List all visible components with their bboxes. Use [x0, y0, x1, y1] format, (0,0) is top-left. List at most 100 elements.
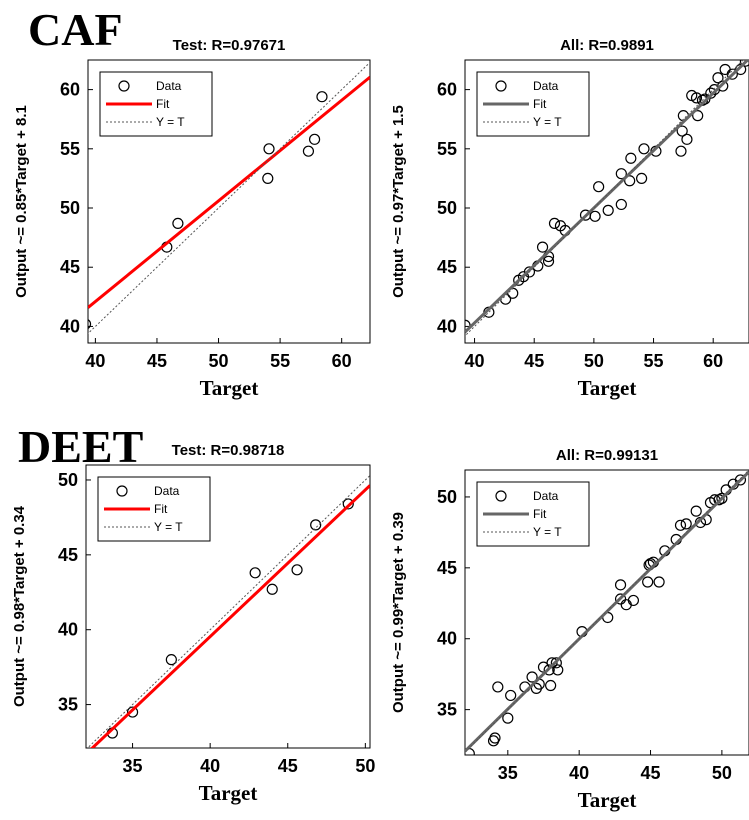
data-point — [543, 664, 555, 676]
data-point — [172, 217, 184, 230]
legend-label: Fit — [156, 97, 170, 111]
x-tick-label: 55 — [270, 351, 290, 371]
y-axis-label: Output ~= 0.85*Target + 8.1 — [13, 105, 30, 298]
y-tick-label: 50 — [60, 198, 80, 218]
data-point — [690, 505, 702, 517]
fit-line — [465, 470, 749, 753]
data-point — [542, 255, 555, 267]
y-axis-label: Output ~= 0.97*Target + 1.5 — [390, 105, 407, 298]
data-point — [342, 498, 354, 510]
y-tick-label: 50 — [58, 470, 78, 490]
data-point — [674, 519, 687, 531]
fit-line — [90, 484, 370, 748]
data-point — [310, 519, 322, 531]
x-axis-label: Target — [578, 788, 637, 812]
identity-line — [88, 61, 370, 335]
plot-content — [86, 474, 370, 748]
data-point — [614, 593, 627, 605]
data-point — [165, 654, 177, 666]
y-tick-label: 60 — [60, 80, 80, 100]
y-axis-label: Output ~= 0.98*Target + 0.34 — [11, 505, 28, 707]
data-point — [653, 576, 665, 588]
data-point — [262, 172, 274, 185]
data-point — [624, 175, 636, 187]
legend — [97, 476, 211, 542]
x-tick-label: 60 — [703, 351, 723, 371]
data-point — [526, 671, 538, 683]
data-point — [308, 133, 321, 145]
x-tick-label: 45 — [524, 351, 544, 371]
x-tick-label: 50 — [209, 351, 229, 371]
data-point — [302, 145, 315, 157]
y-tick-label: 40 — [437, 629, 457, 649]
y-tick-label: 40 — [58, 620, 78, 640]
data-point — [739, 60, 749, 67]
data-point — [680, 518, 692, 530]
data-point — [676, 125, 688, 137]
data-point — [545, 679, 557, 692]
y-tick-label: 45 — [60, 257, 80, 277]
legend-marker — [495, 80, 507, 92]
data-point — [681, 133, 693, 145]
data-point — [615, 168, 627, 180]
y-tick-label: 35 — [437, 700, 457, 720]
fit-line — [88, 75, 370, 309]
x-tick-label: 40 — [465, 351, 485, 371]
data-point — [548, 217, 561, 230]
x-axis-label: Target — [578, 376, 637, 400]
panel-label: CAF — [28, 4, 123, 55]
data-point — [266, 583, 278, 595]
panel-label: DEET — [18, 421, 143, 472]
chart: All: R=0.9891 Target Output ~= 0.97*Target… — [390, 37, 749, 400]
chart-title: Test: R=0.98718 — [172, 442, 285, 459]
x-axis-label: Target — [199, 781, 258, 805]
x-tick-label: 35 — [498, 763, 518, 783]
chart: Test: R=0.97671 Target Output ~= 0.85*Targ… — [13, 37, 371, 400]
data-point — [692, 110, 704, 122]
data-point — [291, 564, 303, 576]
data-point — [126, 706, 139, 718]
data-point — [536, 241, 549, 253]
legend-label: Fit — [154, 502, 168, 516]
data-point — [675, 145, 687, 157]
legend-label: Y = T — [533, 115, 562, 129]
data-point — [552, 664, 564, 676]
y-tick-label: 55 — [437, 139, 457, 159]
data-point — [627, 594, 640, 607]
y-tick-label: 40 — [437, 316, 457, 336]
legend-label: Data — [533, 489, 559, 503]
data-point — [690, 92, 703, 104]
legend-label: Y = T — [154, 520, 183, 534]
legend-label: Fit — [533, 507, 547, 521]
chart-title: All: R=0.99131 — [556, 447, 658, 464]
y-tick-label: 45 — [437, 558, 457, 578]
legend-label: Data — [154, 484, 180, 498]
data-point — [712, 72, 724, 84]
data-point — [505, 689, 517, 702]
y-tick-label: 50 — [437, 487, 457, 507]
data-point — [625, 152, 637, 164]
y-axis-label: Output ~= 0.99*Target + 0.39 — [390, 512, 407, 713]
x-tick-label: 40 — [200, 756, 220, 776]
data-point — [489, 732, 501, 744]
chart: Test: R=0.98718 Target Output ~= 0.98*Targ… — [11, 442, 375, 805]
x-tick-label: 50 — [355, 756, 375, 776]
legend-marker — [495, 490, 507, 502]
data-point — [615, 198, 627, 211]
data-point — [636, 172, 648, 185]
plot-content — [465, 60, 749, 337]
plot-content — [465, 470, 749, 755]
data-point — [705, 87, 717, 99]
data-point — [550, 657, 562, 669]
legend-marker — [116, 485, 128, 497]
x-tick-label: 45 — [278, 756, 298, 776]
data-point — [249, 567, 261, 579]
y-tick-label: 45 — [58, 545, 78, 565]
legend-label: Data — [156, 79, 182, 93]
data-point — [614, 579, 627, 591]
legend-label: Y = T — [533, 525, 562, 539]
y-tick-label: 40 — [60, 316, 80, 336]
x-tick-label: 40 — [85, 351, 105, 371]
identity-line — [465, 60, 744, 337]
